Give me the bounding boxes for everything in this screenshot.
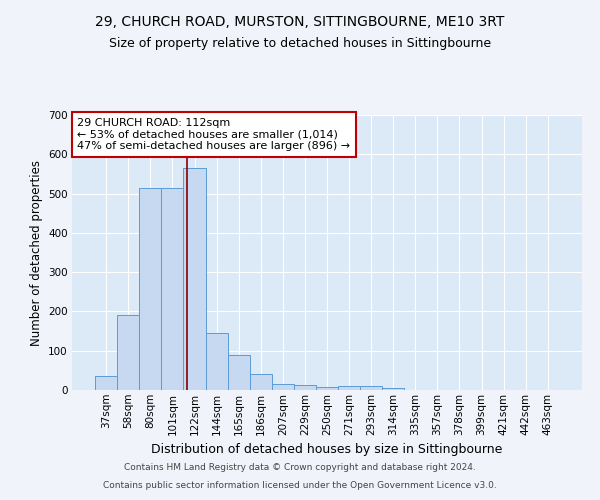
Y-axis label: Number of detached properties: Number of detached properties xyxy=(29,160,43,346)
Bar xyxy=(227,356,250,390)
Bar xyxy=(250,374,272,390)
Text: Contains HM Land Registry data © Crown copyright and database right 2024.: Contains HM Land Registry data © Crown c… xyxy=(124,464,476,472)
Bar xyxy=(272,384,294,390)
Bar xyxy=(360,386,382,390)
Bar xyxy=(294,386,316,390)
Bar xyxy=(382,388,404,390)
X-axis label: Distribution of detached houses by size in Sittingbourne: Distribution of detached houses by size … xyxy=(151,443,503,456)
Bar xyxy=(184,168,206,390)
Text: Size of property relative to detached houses in Sittingbourne: Size of property relative to detached ho… xyxy=(109,38,491,51)
Text: 29 CHURCH ROAD: 112sqm
← 53% of detached houses are smaller (1,014)
47% of semi-: 29 CHURCH ROAD: 112sqm ← 53% of detached… xyxy=(77,118,350,151)
Bar xyxy=(139,188,161,390)
Bar xyxy=(161,188,184,390)
Bar xyxy=(117,316,139,390)
Bar xyxy=(206,333,227,390)
Text: Contains public sector information licensed under the Open Government Licence v3: Contains public sector information licen… xyxy=(103,481,497,490)
Bar xyxy=(316,387,338,390)
Bar xyxy=(95,376,117,390)
Bar xyxy=(338,386,360,390)
Text: 29, CHURCH ROAD, MURSTON, SITTINGBOURNE, ME10 3RT: 29, CHURCH ROAD, MURSTON, SITTINGBOURNE,… xyxy=(95,15,505,29)
